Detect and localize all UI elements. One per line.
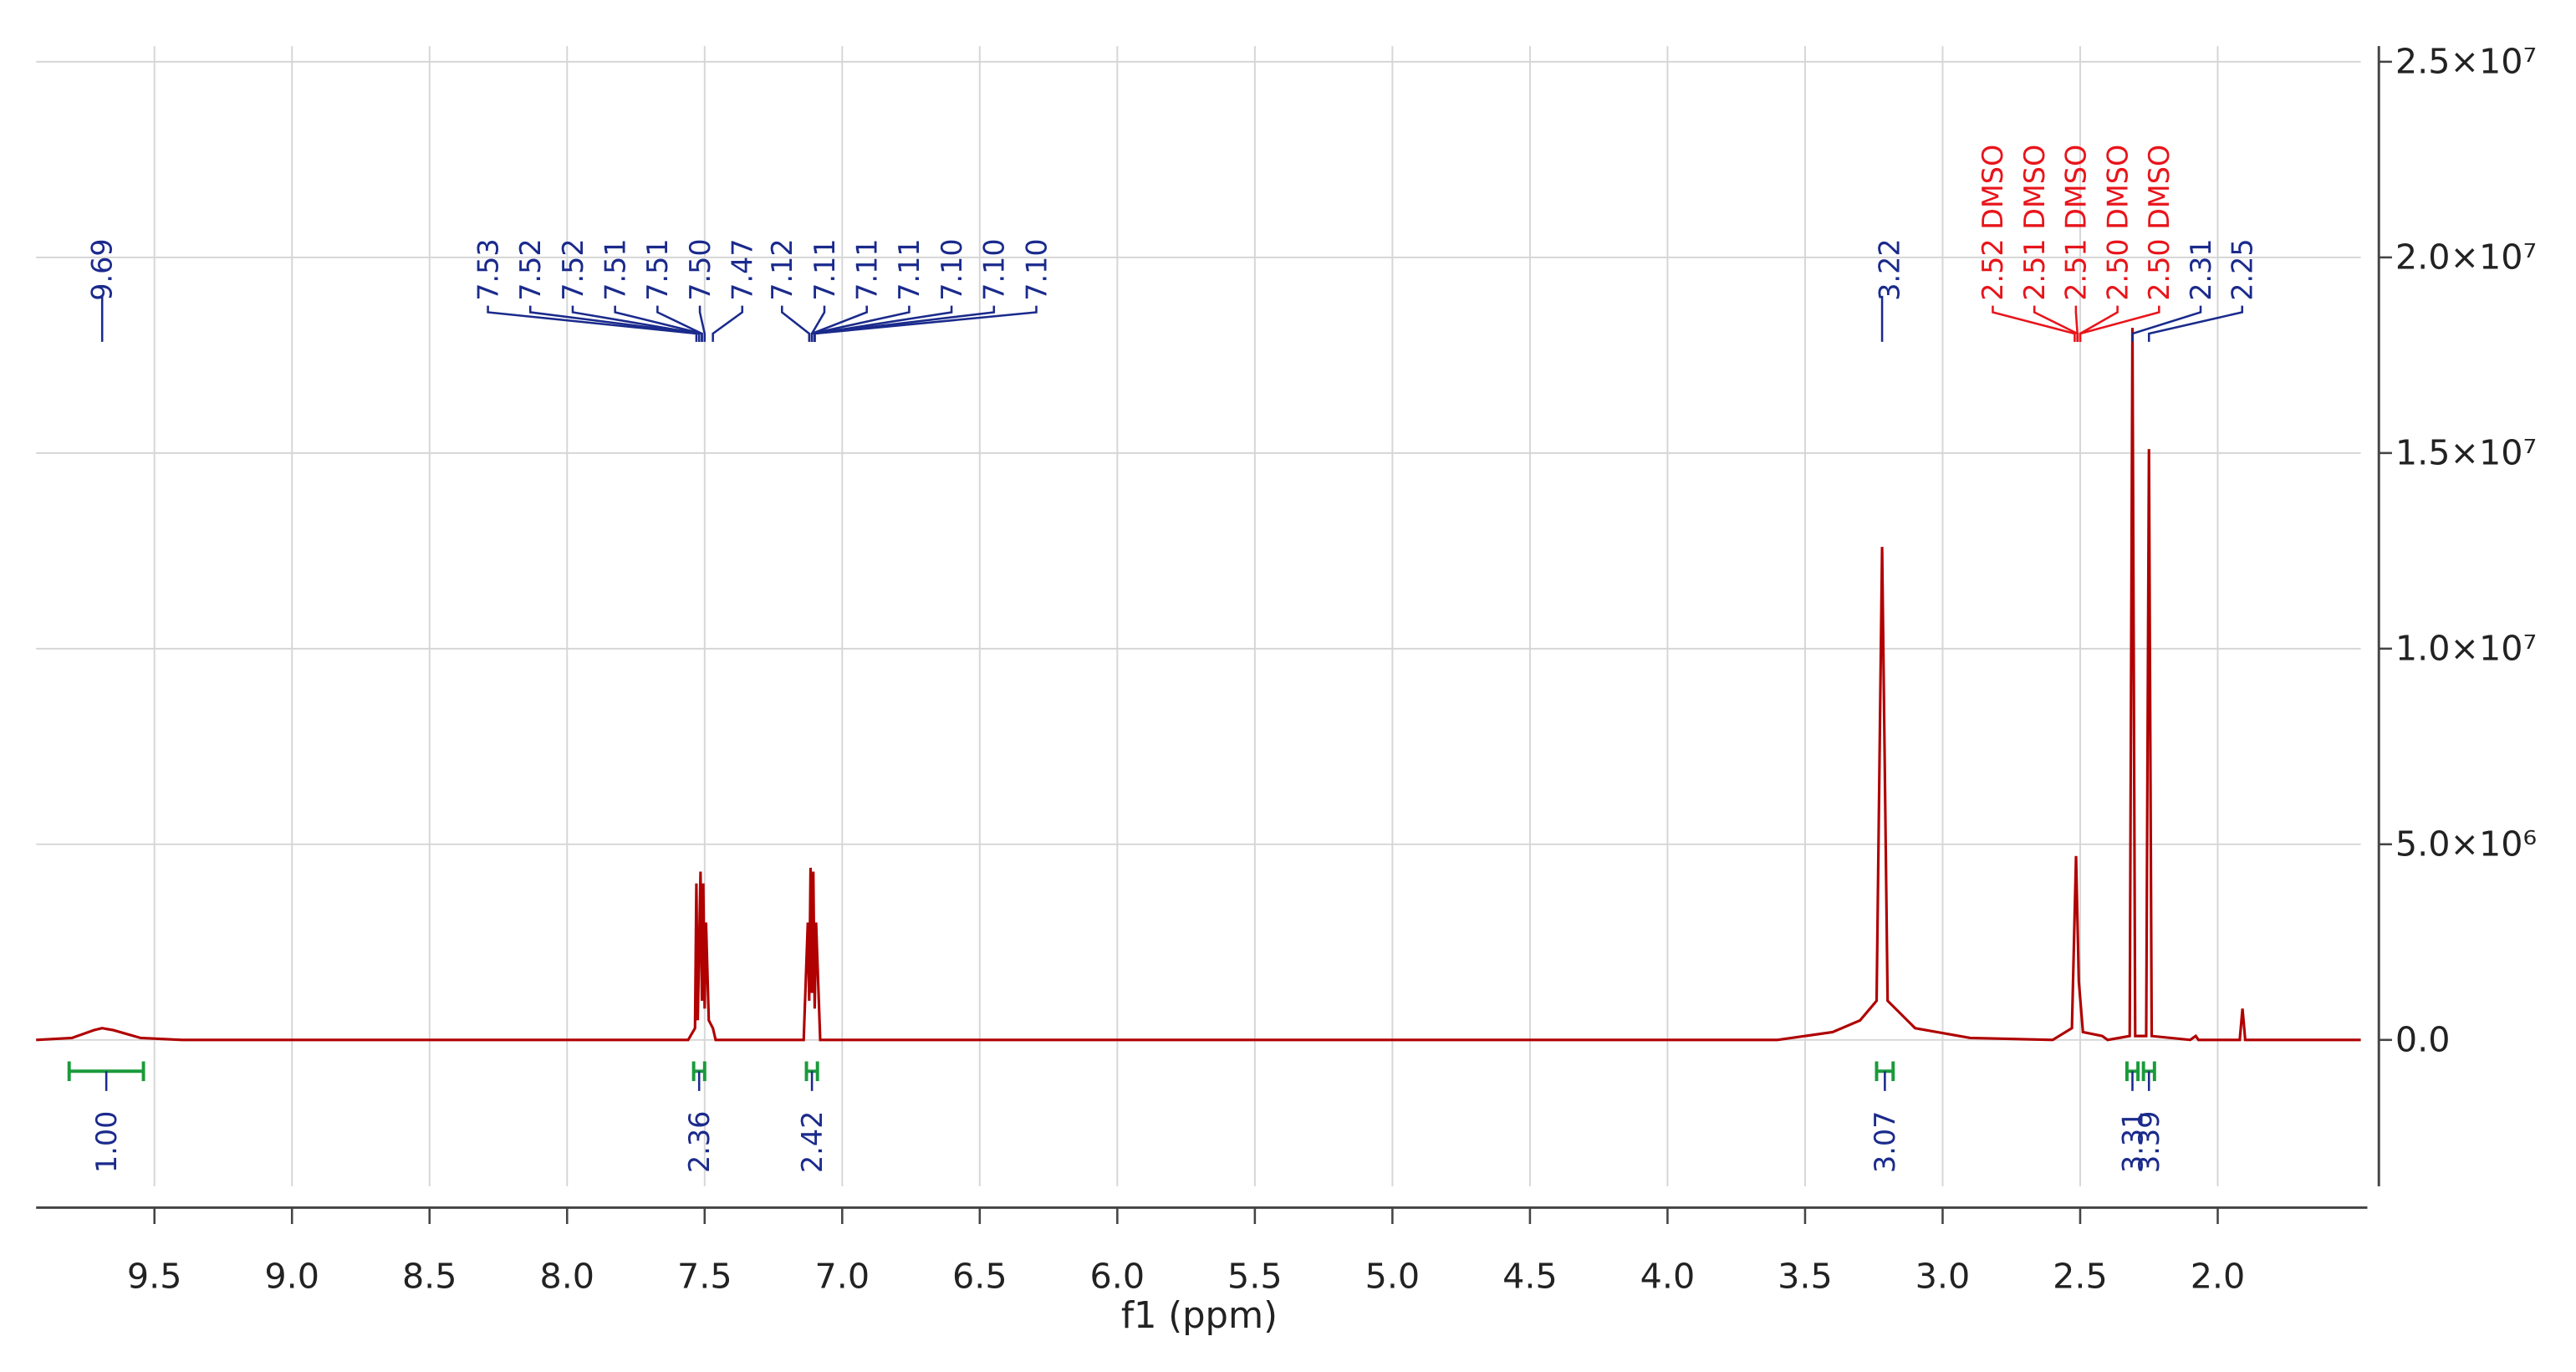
x-tick-label: 7.5 xyxy=(677,1257,732,1297)
peak-label: 7.53 xyxy=(472,238,504,300)
integral-label: 3.31 xyxy=(2116,1111,2149,1173)
peak-connector xyxy=(656,305,703,342)
x-tick-label: 3.5 xyxy=(1778,1257,1833,1297)
x-tick-label: 7.0 xyxy=(815,1257,870,1297)
peak-label: 7.11 xyxy=(850,238,883,300)
x-tick-label: 5.5 xyxy=(1227,1257,1283,1297)
integral-label: 3.39 xyxy=(2133,1111,2165,1173)
peak-label: 7.51 xyxy=(599,238,631,300)
peak-label: 2.52 DMSO xyxy=(1977,145,2009,301)
peak-label: 2.25 xyxy=(2227,238,2259,300)
peak-connector xyxy=(2079,305,2119,342)
peak-connector xyxy=(2147,305,2244,342)
x-axis-title: f1 (ppm) xyxy=(1121,1295,1278,1337)
peak-label: 7.10 xyxy=(978,238,1011,300)
integral-label: 3.07 xyxy=(1869,1111,1901,1173)
peak-label: 7.51 xyxy=(641,238,674,300)
peak-label: 7.11 xyxy=(893,238,926,300)
y-tick-label: 1.5×10⁷ xyxy=(2395,433,2537,473)
x-tick-label: 6.0 xyxy=(1090,1257,1145,1297)
x-tick-label: 8.0 xyxy=(539,1257,594,1297)
peak-connector xyxy=(2131,305,2202,342)
integral-label: 2.36 xyxy=(683,1111,716,1173)
peak-connector xyxy=(814,305,1038,342)
peak-label: 2.51 DMSO xyxy=(2060,145,2093,301)
peak-label: 2.50 DMSO xyxy=(2101,145,2134,301)
y-tick-label: 0.0 xyxy=(2395,1020,2451,1060)
y-tick-label: 5.0×10⁶ xyxy=(2395,824,2537,865)
x-tick-label: 8.5 xyxy=(402,1257,457,1297)
y-tick-label: 1.0×10⁷ xyxy=(2395,629,2537,669)
x-tick-label: 9.0 xyxy=(264,1257,319,1297)
y-tick-label: 2.5×10⁷ xyxy=(2395,42,2537,82)
peak-label: 2.51 DMSO xyxy=(2018,145,2051,301)
peak-label: 2.50 DMSO xyxy=(2143,145,2176,301)
y-tick-label: 2.0×10⁷ xyxy=(2395,237,2537,278)
x-tick-label: 2.0 xyxy=(2191,1257,2246,1297)
peak-label: 3.22 xyxy=(1873,238,1905,300)
peak-connector xyxy=(698,305,706,342)
peak-label: 7.52 xyxy=(557,238,589,300)
integral-label: 1.00 xyxy=(90,1111,123,1173)
peak-connector xyxy=(810,305,911,342)
peak-connector xyxy=(571,305,701,342)
peak-connector xyxy=(2074,305,2079,342)
x-tick-label: 6.5 xyxy=(952,1257,1007,1297)
peak-connector xyxy=(487,305,698,342)
peak-label: 7.50 xyxy=(684,238,717,300)
x-tick-label: 9.5 xyxy=(127,1257,182,1297)
x-tick-label: 5.0 xyxy=(1365,1257,1421,1297)
x-tick-label: 3.0 xyxy=(1915,1257,1971,1297)
x-tick-label: 2.5 xyxy=(2053,1257,2108,1297)
x-tick-label: 4.5 xyxy=(1502,1257,1558,1297)
peak-label: 7.10 xyxy=(936,238,968,300)
peak-label: 9.69 xyxy=(86,238,119,300)
peak-label: 7.47 xyxy=(727,238,759,300)
peak-label: 7.12 xyxy=(766,238,798,300)
peak-label: 7.10 xyxy=(1020,238,1053,300)
peak-label: 7.52 xyxy=(514,238,547,300)
integral-label: 2.42 xyxy=(796,1111,829,1173)
x-tick-label: 4.0 xyxy=(1640,1257,1696,1297)
spectrum-line xyxy=(36,328,2361,1042)
peak-connector xyxy=(781,305,811,342)
peak-connector xyxy=(2079,305,2160,342)
peak-label: 7.11 xyxy=(809,238,841,300)
peak-connector xyxy=(1992,305,2076,342)
peak-connector xyxy=(712,305,744,342)
peak-label: 2.31 xyxy=(2185,238,2217,300)
